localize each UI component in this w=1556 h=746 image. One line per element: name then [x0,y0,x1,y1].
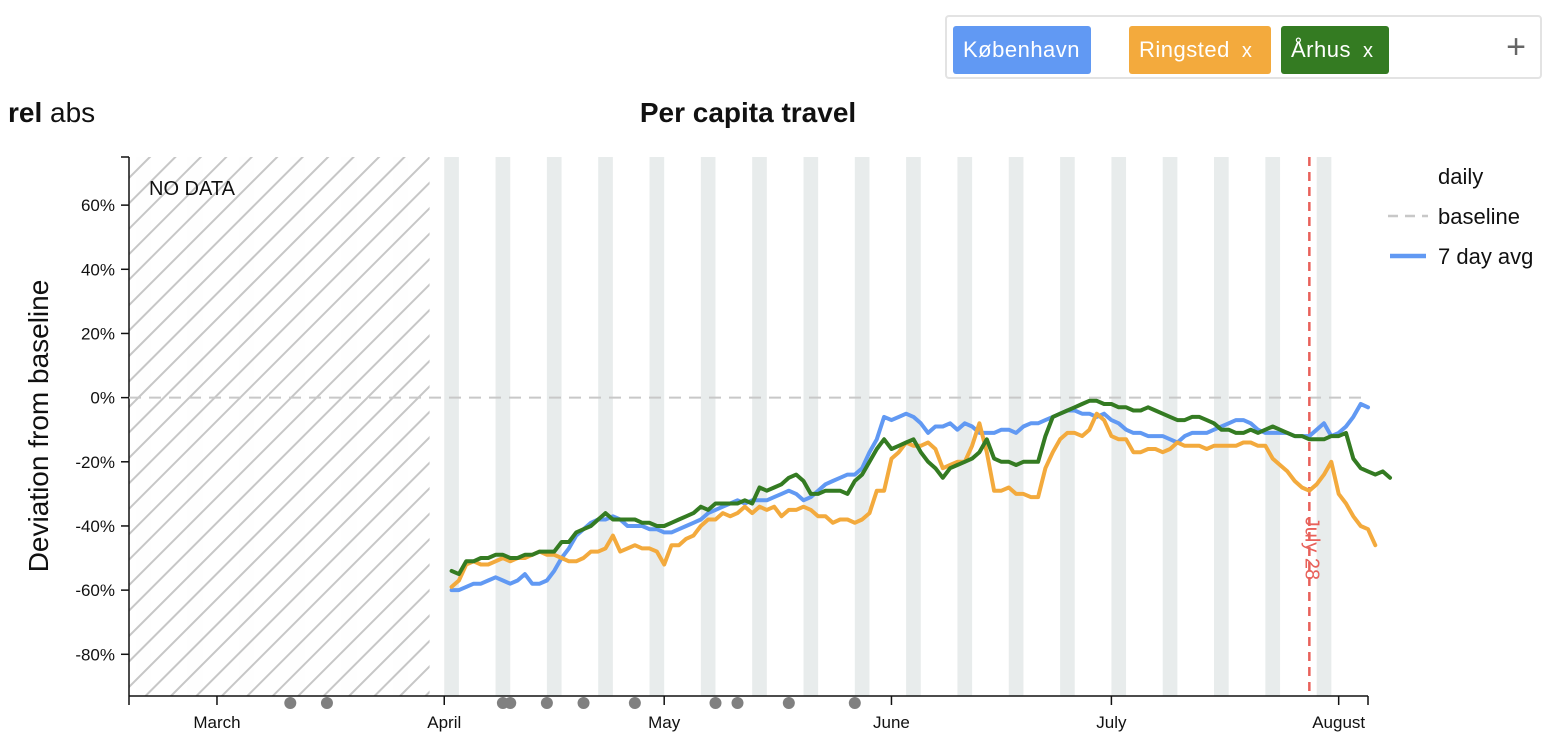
chip-ringsted[interactable]: Ringsted x [1129,26,1271,74]
weekend-band [752,157,767,696]
x-tick-label: May [648,713,681,732]
x-tick-label: June [873,713,910,732]
weekend-band [1060,157,1075,696]
rel-toggle[interactable]: rel [8,97,43,128]
chip-label: København [963,37,1081,62]
weekend-band [906,157,921,696]
y-tick-label: -20% [75,453,115,472]
event-marker[interactable] [320,697,333,709]
weekend-band [803,157,819,696]
y-tick-label: -60% [75,581,115,600]
y-axis-title: Deviation from baseline [23,280,54,573]
y-tick-label: 0% [90,389,115,408]
event-marker[interactable] [731,697,744,709]
y-tick-label: -80% [75,645,115,664]
event-marker[interactable] [284,697,297,709]
x-tick-label: July [1096,713,1127,732]
weekend-band [1111,157,1127,696]
event-marker[interactable] [540,697,553,709]
series-line-Århus [449,398,1392,577]
weekend-band [546,157,562,696]
weekend-band [649,157,665,696]
event-marker[interactable] [577,697,590,709]
event-marker[interactable] [848,697,861,709]
x-tick-label: April [427,713,461,732]
x-tick-label: March [193,713,240,732]
chip-aarhus[interactable]: Århus x [1281,26,1389,74]
chart-title: Per capita travel [639,97,857,128]
y-tick-label: 60% [81,196,115,215]
event-marker[interactable] [709,697,722,709]
no-data-region [129,157,430,696]
series-line-Ringsted [449,411,1378,589]
weekend-band [598,157,613,696]
annotation-label: July 28 [1300,517,1322,580]
close-icon[interactable]: x [1362,40,1374,62]
close-icon[interactable]: x [1092,40,1103,62]
region-filter: København x Ringsted x Århus x + [945,15,1542,79]
y-tick-label: 20% [81,324,115,343]
legend-avg: 7 day avg [1438,244,1533,269]
series-line-København [449,402,1370,593]
chip-kobenhavn[interactable]: København x [953,26,1102,74]
weekend-band [1162,157,1178,696]
weekend-band [700,157,716,696]
chip-label: Ringsted [1139,37,1230,62]
weekend-band [957,157,973,696]
event-marker[interactable] [782,697,795,709]
weekend-band [495,157,511,696]
legend-baseline: baseline [1438,204,1520,229]
abs-toggle[interactable]: abs [50,97,96,128]
x-tick-label: August [1312,713,1365,732]
y-tick-label: 40% [81,260,115,279]
weekend-band [1008,157,1024,696]
weekend-band [854,157,870,696]
add-region-button[interactable]: + [1506,28,1526,66]
event-marker[interactable] [504,697,517,709]
y-tick-label: -40% [75,517,115,536]
close-icon[interactable]: x [1241,40,1253,62]
event-marker[interactable] [628,697,641,709]
chip-label: Århus [1291,37,1351,62]
no-data-label: NO DATA [149,178,236,200]
weekend-band [444,157,459,696]
legend-daily: daily [1438,164,1483,189]
mode-toggle: rel abs [8,97,95,129]
